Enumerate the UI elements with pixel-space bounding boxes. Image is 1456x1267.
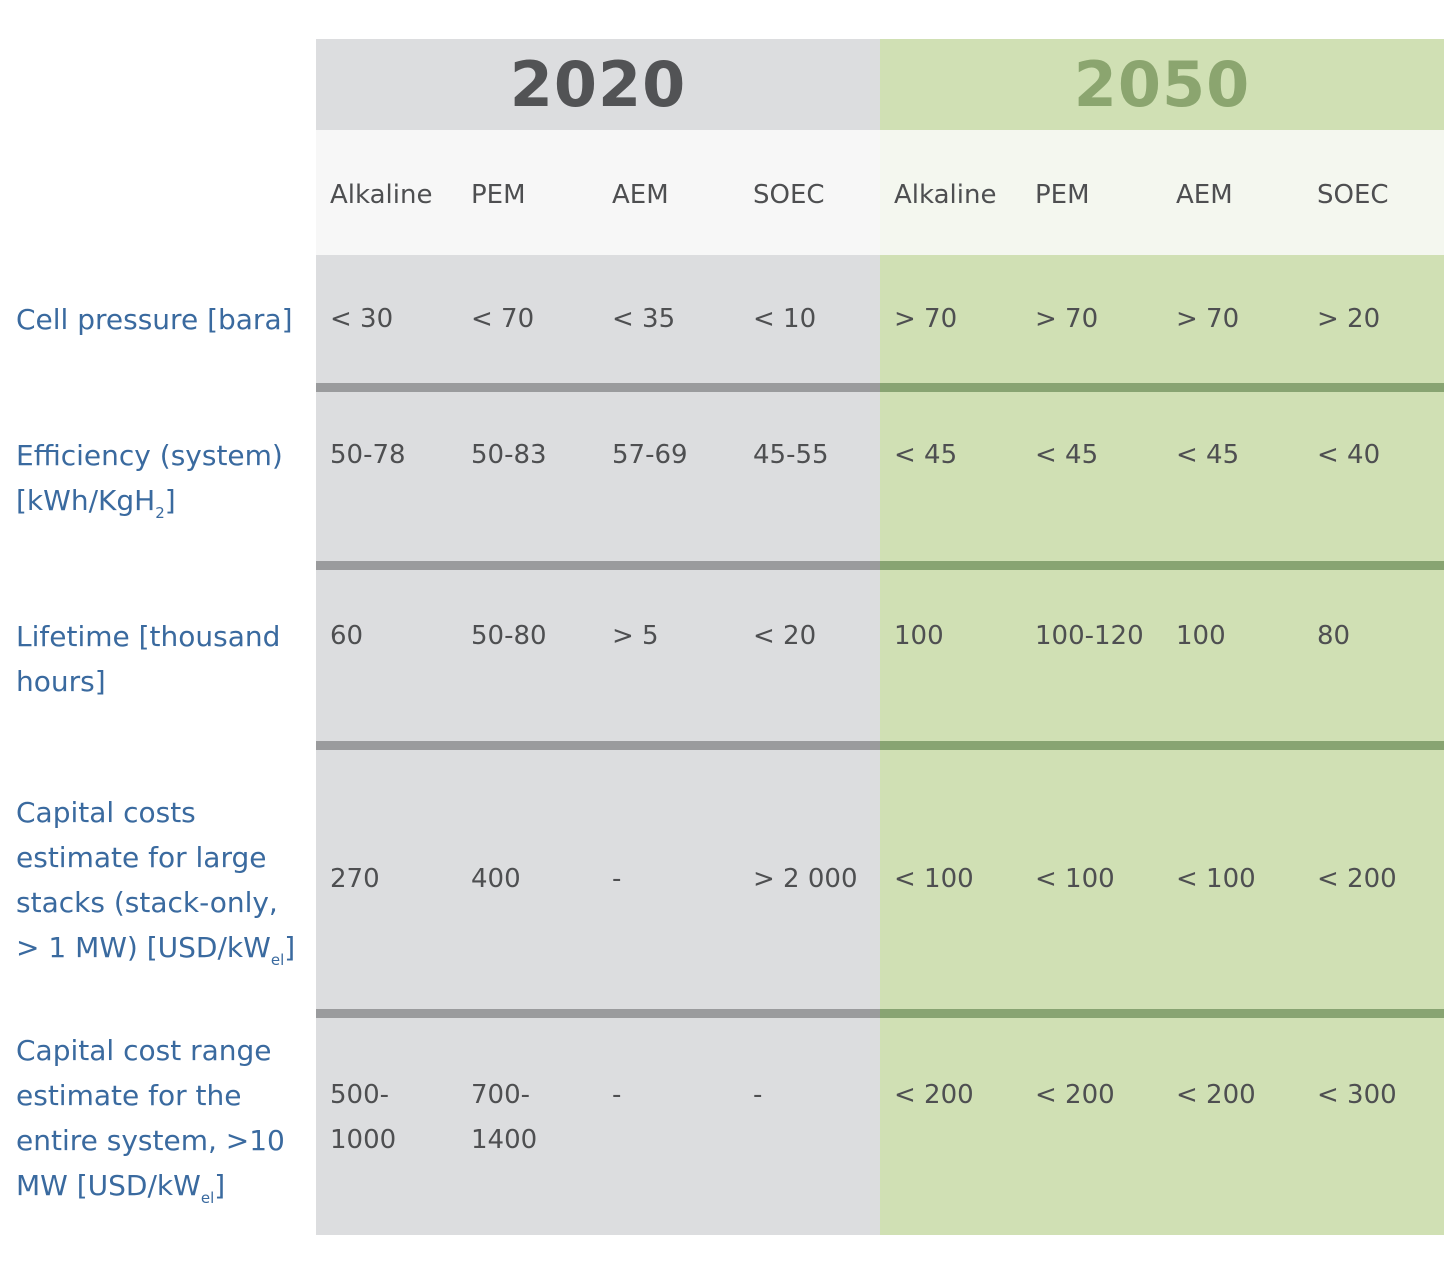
table-cell: 270 — [316, 750, 457, 1009]
row-separator-blank — [0, 561, 316, 570]
table-cell: 60 — [316, 570, 457, 741]
table-cell: < 70 — [457, 255, 598, 383]
tech-header-2050-alkaline: Alkaline — [880, 130, 1021, 255]
table-cell: > 5 — [598, 570, 739, 741]
table-cell: < 35 — [598, 255, 739, 383]
row-label-text-end: ] — [284, 930, 296, 964]
row-label-text: Lifetime [thousand hours] — [16, 620, 281, 698]
table-cell: < 200 — [1303, 750, 1444, 1009]
row-separator-blank — [0, 383, 316, 392]
row-label-text-end: ] — [164, 484, 176, 517]
tech-header-2020-pem: PEM — [457, 130, 598, 255]
table-cell: < 100 — [1162, 750, 1303, 1009]
table-cell: > 70 — [1162, 255, 1303, 383]
tech-header-2050-pem: PEM — [1021, 130, 1162, 255]
row-separator-2050 — [880, 561, 1444, 570]
table-cell: < 45 — [1162, 392, 1303, 561]
table-cell: 80 — [1303, 570, 1444, 741]
table-cell: > 2 000 — [739, 750, 880, 1009]
row-label-text: Efficiency (system) [kWh/KgH — [16, 439, 283, 517]
row-separator-2050 — [880, 383, 1444, 392]
corner-blank-2 — [0, 130, 316, 255]
row-separator-2050 — [880, 741, 1444, 750]
table-cell: < 45 — [880, 392, 1021, 561]
table-cell: < 40 — [1303, 392, 1444, 561]
row-label-lifetime: Lifetime [thousand hours] — [0, 570, 316, 741]
table-cell: 700-1400 — [457, 1018, 598, 1235]
corner-blank — [0, 39, 316, 130]
row-separator-blank — [0, 1009, 316, 1018]
table-cell: - — [598, 1018, 739, 1235]
table-cell: 100-120 — [1021, 570, 1162, 741]
table-cell: > 70 — [880, 255, 1021, 383]
tech-header-2050-aem: AEM — [1162, 130, 1303, 255]
row-label-efficiency: Efficiency (system) [kWh/KgH2] — [0, 392, 316, 561]
row-separator-2020 — [316, 1009, 880, 1018]
table-cell: 50-78 — [316, 392, 457, 561]
row-separator-2020 — [316, 383, 880, 392]
table-cell: < 45 — [1021, 392, 1162, 561]
table-cell: > 70 — [1021, 255, 1162, 383]
table-cell: < 10 — [739, 255, 880, 383]
table-cell: 100 — [880, 570, 1021, 741]
table-cell: < 200 — [1162, 1018, 1303, 1235]
table-cell: < 200 — [1021, 1018, 1162, 1235]
tech-header-2020-aem: AEM — [598, 130, 739, 255]
year-header-2050: 2050 — [880, 39, 1444, 130]
row-separator-blank — [0, 741, 316, 750]
table-cell: 50-83 — [457, 392, 598, 561]
table-cell: < 100 — [880, 750, 1021, 1009]
table-cell: < 30 — [316, 255, 457, 383]
row-label-text: Cell pressure [bara] — [16, 302, 293, 336]
table-cell: - — [739, 1018, 880, 1235]
subscript: 2 — [155, 504, 165, 522]
row-label-wrap: Capital costs estimate for large stacks … — [16, 790, 310, 970]
electrolyser-comparison-table: 2020 2050 Alkaline PEM AEM SOEC Alkaline… — [0, 39, 1444, 1235]
row-label-cell-pressure: Cell pressure [bara] — [0, 255, 316, 383]
subscript: el — [270, 950, 285, 969]
row-separator-2050 — [880, 1009, 1444, 1018]
table-cell: > 20 — [1303, 255, 1444, 383]
table-cell: 57-69 — [598, 392, 739, 561]
table-cell: 100 — [1162, 570, 1303, 741]
row-label-capital-cost-range-system: Capital cost range estimate for the enti… — [0, 1018, 316, 1235]
table-cell: < 300 — [1303, 1018, 1444, 1235]
row-label-text-end: ] — [214, 1169, 226, 1202]
tech-header-2050-soec: SOEC — [1303, 130, 1444, 255]
table-cell: - — [598, 750, 739, 1009]
table-cell: 45-55 — [739, 392, 880, 561]
year-header-2020: 2020 — [316, 39, 880, 130]
row-label-text: Capital cost range estimate for the enti… — [16, 1034, 285, 1202]
table-cell: 50-80 — [457, 570, 598, 741]
row-label-text: Capital costs estimate for large stacks … — [16, 795, 278, 964]
table-cell: 500-1000 — [316, 1018, 457, 1235]
row-separator-2020 — [316, 561, 880, 570]
table-cell: < 200 — [880, 1018, 1021, 1235]
table-cell: 400 — [457, 750, 598, 1009]
tech-header-2020-soec: SOEC — [739, 130, 880, 255]
table-cell: < 100 — [1021, 750, 1162, 1009]
row-separator-2020 — [316, 741, 880, 750]
tech-header-2020-alkaline: Alkaline — [316, 130, 457, 255]
row-label-capital-costs-stacks: Capital costs estimate for large stacks … — [0, 750, 316, 1009]
subscript: el — [200, 1189, 215, 1207]
table-cell: < 20 — [739, 570, 880, 741]
